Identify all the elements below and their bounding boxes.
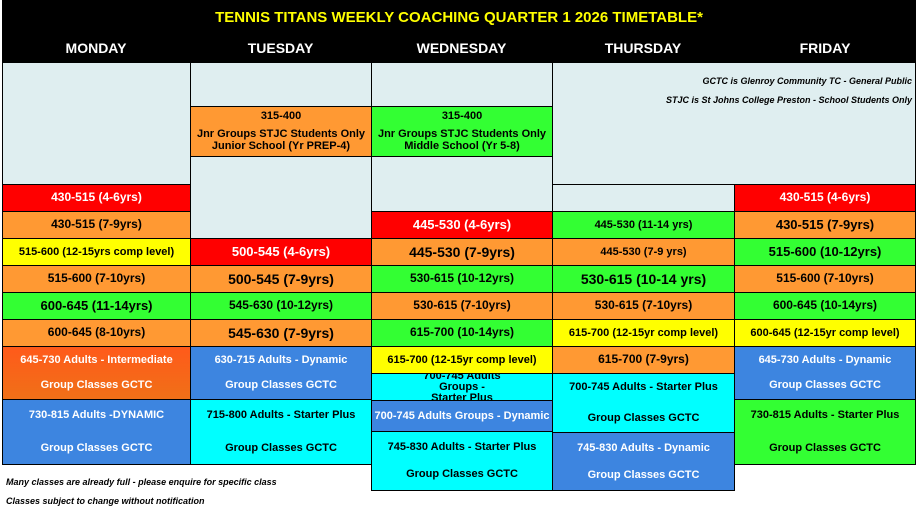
- class-time-label: 315-400: [441, 110, 483, 123]
- class-slot: 530-615 (10-12yrs): [371, 265, 553, 293]
- class-slot: 615-700 (7-9yrs): [552, 346, 735, 374]
- class-slot-adults: 745-830 Adults - Dynamic Group Classes G…: [552, 432, 735, 491]
- day-header-wednesday: WEDNESDAY: [371, 34, 552, 62]
- class-slot-adults: 700-745 Adults Groups - Dynamic: [371, 400, 553, 432]
- class-venue-label: Group Classes GCTC: [587, 468, 700, 481]
- class-venue-label: Group Classes GCTC: [40, 442, 153, 454]
- class-slot: 515-600 (7-10yrs): [2, 265, 191, 293]
- empty-cell: [552, 184, 735, 212]
- class-venue-label: Group Classes GCTC: [769, 442, 881, 454]
- footnote-subject-to-change: Classes subject to change without notifi…: [6, 496, 205, 506]
- class-slot: 515-600 (7-10yrs): [734, 265, 916, 293]
- empty-cell: [371, 156, 553, 212]
- class-time-label: 745-830 Adults - Starter Plus: [387, 441, 537, 454]
- class-slot: 615-700 (10-14yrs): [371, 319, 553, 347]
- day-header-monday: MONDAY: [2, 34, 190, 62]
- class-slot: 515-600 (12-15yrs comp level): [2, 238, 191, 266]
- legend-area: [552, 62, 916, 185]
- day-header-friday: FRIDAY: [734, 34, 916, 62]
- class-slot: 600-645 (8-10yrs): [2, 319, 191, 347]
- empty-cell: [190, 62, 372, 107]
- legend-stjc: STJC is St Johns College Preston - Schoo…: [665, 95, 912, 105]
- class-time-label: 730-815 Adults -DYNAMIC: [28, 409, 165, 422]
- class-slot-stjc: 315-400 Jnr Groups STJC Students Only Mi…: [371, 106, 553, 157]
- class-slot: 445-530 (7-9 yrs): [552, 238, 735, 266]
- day-header-thursday: THURSDAY: [552, 34, 734, 62]
- class-slot: 545-630 (7-9yrs): [190, 319, 372, 347]
- class-slot: 600-645 (11-14yrs): [2, 292, 191, 320]
- class-time-label: 630-715 Adults - Dynamic: [214, 354, 348, 367]
- class-venue-label: Group Classes GCTC: [225, 442, 337, 454]
- empty-cell: [190, 156, 372, 239]
- class-time-label: 315-400: [260, 110, 302, 123]
- legend-gctc: GCTC is Glenroy Community TC - General P…: [702, 76, 912, 86]
- class-time-label: 700-745 Adults - Starter Plus: [569, 381, 718, 394]
- class-slot: 600-645 (10-14yrs): [734, 292, 916, 320]
- class-slot: 545-630 (10-12yrs): [190, 292, 372, 320]
- class-school-label: Middle School (Yr 5-8): [404, 140, 520, 153]
- class-slot: 530-615 (7-10yrs): [552, 292, 735, 320]
- class-group-label: Jnr Groups STJC Students Only: [377, 127, 547, 140]
- class-slot-stjc: 315-400 Jnr Groups STJC Students Only Ju…: [190, 106, 372, 157]
- empty-cell: [2, 62, 191, 185]
- class-venue-label: Group Classes GCTC: [40, 379, 153, 391]
- timetable-title: TENNIS TITANS WEEKLY COACHING QUARTER 1 …: [2, 0, 916, 34]
- class-slot: 500-545 (7-9yrs): [190, 265, 372, 293]
- class-slot: 500-545 (4-6yrs): [190, 238, 372, 266]
- class-slot-adults: 715-800 Adults - Starter Plus Group Clas…: [190, 399, 372, 465]
- class-slot: 445-530 (7-9yrs): [371, 238, 553, 266]
- class-time-label: 745-830 Adults - Dynamic: [577, 441, 710, 454]
- class-slot-adults: 730-815 Adults -DYNAMIC Group Classes GC…: [2, 399, 191, 465]
- class-school-label: Junior School (Yr PREP-4): [211, 140, 351, 153]
- class-slot: 615-700 (12-15yr comp level): [371, 346, 553, 374]
- empty-cell: [371, 62, 553, 107]
- class-slot: 430-515 (4-6yrs): [734, 184, 916, 212]
- class-slot: 445-530 (11-14 yrs): [552, 211, 735, 239]
- class-time-label: 645-730 Adults - Intermediate: [20, 354, 173, 367]
- class-slot-adults: 630-715 Adults - Dynamic Group Classes G…: [190, 346, 372, 400]
- class-venue-label: Group Classes GCTC: [225, 379, 337, 391]
- day-header-tuesday: TUESDAY: [190, 34, 371, 62]
- class-group-label: Jnr Groups STJC Students Only: [196, 127, 366, 140]
- class-slot-adults: 700-745 Adults Groups - Starter Plus: [371, 373, 553, 401]
- class-venue-label: Group Classes GCTC: [587, 412, 700, 424]
- class-slot: 515-600 (10-12yrs): [734, 238, 916, 266]
- class-slot: 430-515 (4-6yrs): [2, 184, 191, 212]
- class-slot: 430-515 (7-9yrs): [2, 211, 191, 239]
- class-slot-adults: 645-730 Adults - Intermediate Group Clas…: [2, 346, 191, 400]
- class-slot-adults: 745-830 Adults - Starter Plus Group Clas…: [371, 431, 553, 491]
- class-venue-label: Group Classes GCTC: [769, 379, 881, 391]
- class-slot-adults: 730-815 Adults - Starter Plus Group Clas…: [734, 399, 916, 465]
- class-slot: 530-615 (10-14 yrs): [552, 265, 735, 293]
- class-time-label: 715-800 Adults - Starter Plus: [206, 409, 356, 422]
- class-slot-adults: 645-730 Adults - Dynamic Group Classes G…: [734, 346, 916, 400]
- class-slot-adults: 700-745 Adults - Starter Plus Group Clas…: [552, 373, 735, 433]
- class-venue-label: Group Classes GCTC: [406, 468, 518, 480]
- class-slot: 600-645 (12-15yr comp level): [734, 319, 916, 347]
- class-slot: 430-515 (7-9yrs): [734, 211, 916, 239]
- class-time-label: 645-730 Adults - Dynamic: [758, 354, 892, 367]
- class-time-label: 730-815 Adults - Starter Plus: [750, 409, 900, 422]
- class-slot: 530-615 (7-10yrs): [371, 292, 553, 320]
- class-slot: 445-530 (4-6yrs): [371, 211, 553, 239]
- class-slot: 615-700 (12-15yr comp level): [552, 319, 735, 347]
- footnote-full-classes: Many classes are already full - please e…: [6, 477, 277, 487]
